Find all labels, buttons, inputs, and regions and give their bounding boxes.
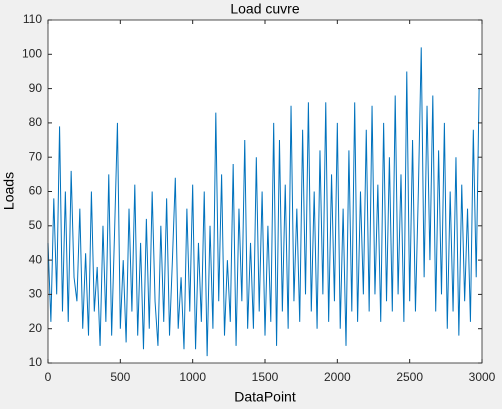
x-tick-label: 500 <box>110 370 130 384</box>
x-tick-label: 2000 <box>324 370 351 384</box>
x-tick-label: 2500 <box>396 370 423 384</box>
y-tick-label: 50 <box>29 218 43 232</box>
x-tick-label: 1500 <box>252 370 279 384</box>
y-tick-label: 60 <box>29 184 43 198</box>
y-tick-label: 70 <box>29 149 43 163</box>
x-tick-label: 0 <box>45 370 52 384</box>
y-tick-label: 80 <box>29 115 43 129</box>
y-tick-label: 10 <box>29 355 43 369</box>
y-tick-label: 20 <box>29 321 43 335</box>
x-tick-label: 1000 <box>179 370 206 384</box>
x-tick-label: 3000 <box>469 370 496 384</box>
axes-box <box>47 19 483 364</box>
y-tick-label: 110 <box>23 12 42 26</box>
y-tick-label: 90 <box>29 81 43 95</box>
y-tick-label: 100 <box>22 46 42 60</box>
y-axis-label: Loads <box>1 172 17 210</box>
y-tick-label: 40 <box>29 252 43 266</box>
chart-title: Load cuvre <box>230 1 299 17</box>
y-tick-label: 30 <box>29 287 43 301</box>
data-line <box>47 47 480 357</box>
x-axis-label: DataPoint <box>234 389 296 405</box>
